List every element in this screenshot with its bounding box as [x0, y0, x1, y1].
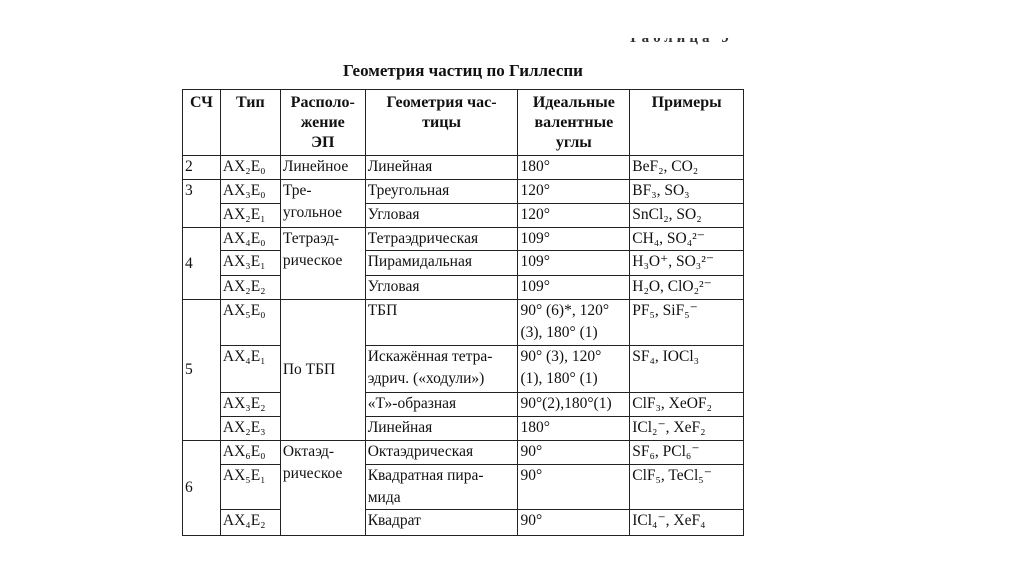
cell-type: AX₅E₀ [219, 299, 281, 346]
cell-type: AX₂E₃ [219, 416, 281, 441]
table-row: AX₅E₁ Квадратная пира- мида 90° ClF₅, TeCl₅… [183, 464, 744, 510]
cell-arrangement: По ТБП [279, 299, 366, 441]
header-arrangement: Располо- жение ЭП [279, 89, 366, 156]
table-row: 5 AX₅E₀ По ТБП ТБП 90° (6)*, 120° (3), 180° … [182, 299, 744, 441]
cell-type: AX₄E₁ [219, 345, 281, 393]
table-row: AX₂E₁ Угловая 120° SnCl₂, SO₂ [183, 203, 744, 228]
cell-type: AX₂E₀ [219, 155, 281, 180]
cell-geometry: ТБП [364, 299, 519, 346]
header-row: СЧ Тип Располо- жение ЭП Геометрия час- … [182, 89, 744, 156]
cell-sc: 4 [182, 227, 221, 300]
cell-angles: 90° [517, 509, 631, 536]
gillespie-table: СЧ Тип Располо- жение ЭП Геометрия час- … [182, 89, 744, 536]
cell-angles: 90°(2),180°(1) [517, 392, 631, 417]
header-type: Тип [219, 89, 281, 156]
cell-type: AX₄E₀ [219, 227, 281, 251]
table-row: 4 AX₄E₀ Тетраэд- рическое Тетраэдрическая 10… [182, 227, 744, 300]
cell-type: AX₃E₂ [219, 392, 281, 417]
table-row: AX₃E₁ Пирамидальная 109° H₃O⁺, SO₃²⁻ [183, 250, 744, 276]
cell-angles: 90° [517, 440, 631, 465]
table-row: 3 AX₃E₀ Тре- угольное Треугольная 120° BF₃, S… [182, 179, 744, 228]
cell-arrangement: Тре- угольное [279, 179, 366, 228]
cell-type: AX₆E₀ [219, 440, 281, 465]
cell-examples: ICl₂⁻, XeF₂ [629, 416, 744, 441]
table-row: AX₂E₂ Угловая 109° H₂O, ClO₂²⁻ [183, 275, 744, 300]
cell-sc: 5 [182, 299, 221, 441]
cell-angles: 120° [517, 203, 631, 228]
table-row: AX₄E₂ Квадрат 90° ICl₄⁻, XeF₄ [183, 509, 744, 536]
cell-type: AX₂E₁ [219, 203, 281, 228]
cell-angles: 120° [517, 179, 631, 204]
cell-sc: 2 [182, 155, 221, 180]
cell-type: AX₃E₀ [219, 179, 281, 204]
cell-type: AX₂E₂ [219, 275, 281, 300]
cell-angles: 180° [517, 155, 631, 180]
cell-geometry: Угловая [364, 203, 519, 228]
cell-arrangement: Тетраэд- рическое [279, 227, 366, 300]
table-row: 6 AX₆E₀ Октаэд- рическое Октаэдрическая 90° S… [182, 440, 744, 536]
cell-angles: 109° [517, 227, 631, 251]
cell-geometry: «Т»-образная [364, 392, 519, 417]
cell-examples: BF₃, SO₃ [629, 179, 744, 204]
cell-examples: ClF₃, XeOF₂ [629, 392, 744, 417]
cell-geometry: Квадратная пира- мида [364, 464, 519, 510]
cell-geometry: Линейная [364, 416, 519, 441]
cell-type: AX₃E₁ [219, 250, 281, 276]
header-geometry: Геометрия час- тицы [364, 89, 519, 156]
cell-arrangement: Октаэд- рическое [279, 440, 366, 536]
table-row: AX₄E₁ Искажённая тетра- эдрич. («ходули»)… [183, 345, 744, 393]
cell-angles: 90° (6)*, 120° (3), 180° (1) [517, 299, 631, 346]
cell-geometry: Квадрат [364, 509, 519, 536]
cell-sc: 3 [182, 179, 221, 228]
cell-examples: H₂O, ClO₂²⁻ [629, 275, 744, 300]
header-examples: Примеры [629, 89, 744, 156]
cell-type: AX₄E₂ [219, 509, 281, 536]
table-row: 2 AX₂E₀ Линейное Линейная 180° BeF₂, CO₂ [182, 155, 744, 180]
cell-arrangement: Линейное [279, 155, 366, 180]
table-row: AX₂E₃ Линейная 180° ICl₂⁻, XeF₂ [183, 416, 744, 441]
cell-examples: ICl₄⁻, XeF₄ [629, 509, 744, 536]
cell-angles: 109° [517, 275, 631, 300]
cell-geometry: Угловая [364, 275, 519, 300]
cell-examples: ClF₅, TeCl₅⁻ [629, 464, 744, 510]
cell-angles: 90° (3), 120° (1), 180° (1) [517, 345, 631, 393]
cell-geometry: Треугольная [364, 179, 519, 204]
cell-type: AX₅E₁ [219, 464, 281, 510]
cell-examples: BeF₂, CO₂ [629, 155, 744, 180]
table-label: Таблица 9 [628, 30, 733, 46]
cell-geometry: Тетраэдрическая [364, 227, 519, 251]
cell-geometry: Пирамидальная [364, 250, 519, 276]
cell-examples: PF₅, SiF₅⁻ [629, 299, 744, 346]
cell-geometry: Октаэдрическая [364, 440, 519, 465]
cell-sc: 6 [182, 440, 221, 536]
cell-examples: CH₄, SO₄²⁻ [629, 227, 744, 251]
cell-geometry: Искажённая тетра- эдрич. («ходули») [364, 345, 519, 393]
cell-angles: 109° [517, 250, 631, 276]
header-sc: СЧ [182, 89, 221, 156]
cell-angles: 90° [517, 464, 631, 510]
cell-examples: SF₄, IOCl₃ [629, 345, 744, 393]
table-row: AX₃E₂ «Т»-образная 90°(2),180°(1) ClF₃, XeO… [183, 392, 744, 417]
cell-examples: SnCl₂, SO₂ [629, 203, 744, 228]
table-title: Геометрия частиц по Гиллеспи [343, 61, 583, 80]
cell-examples: SF₆, PCl₆⁻ [629, 440, 744, 465]
header-angles: Идеальные валентные углы [517, 89, 631, 156]
cell-angles: 180° [517, 416, 631, 441]
cell-geometry: Линейная [364, 155, 519, 180]
cell-examples: H₃O⁺, SO₃²⁻ [629, 250, 744, 276]
